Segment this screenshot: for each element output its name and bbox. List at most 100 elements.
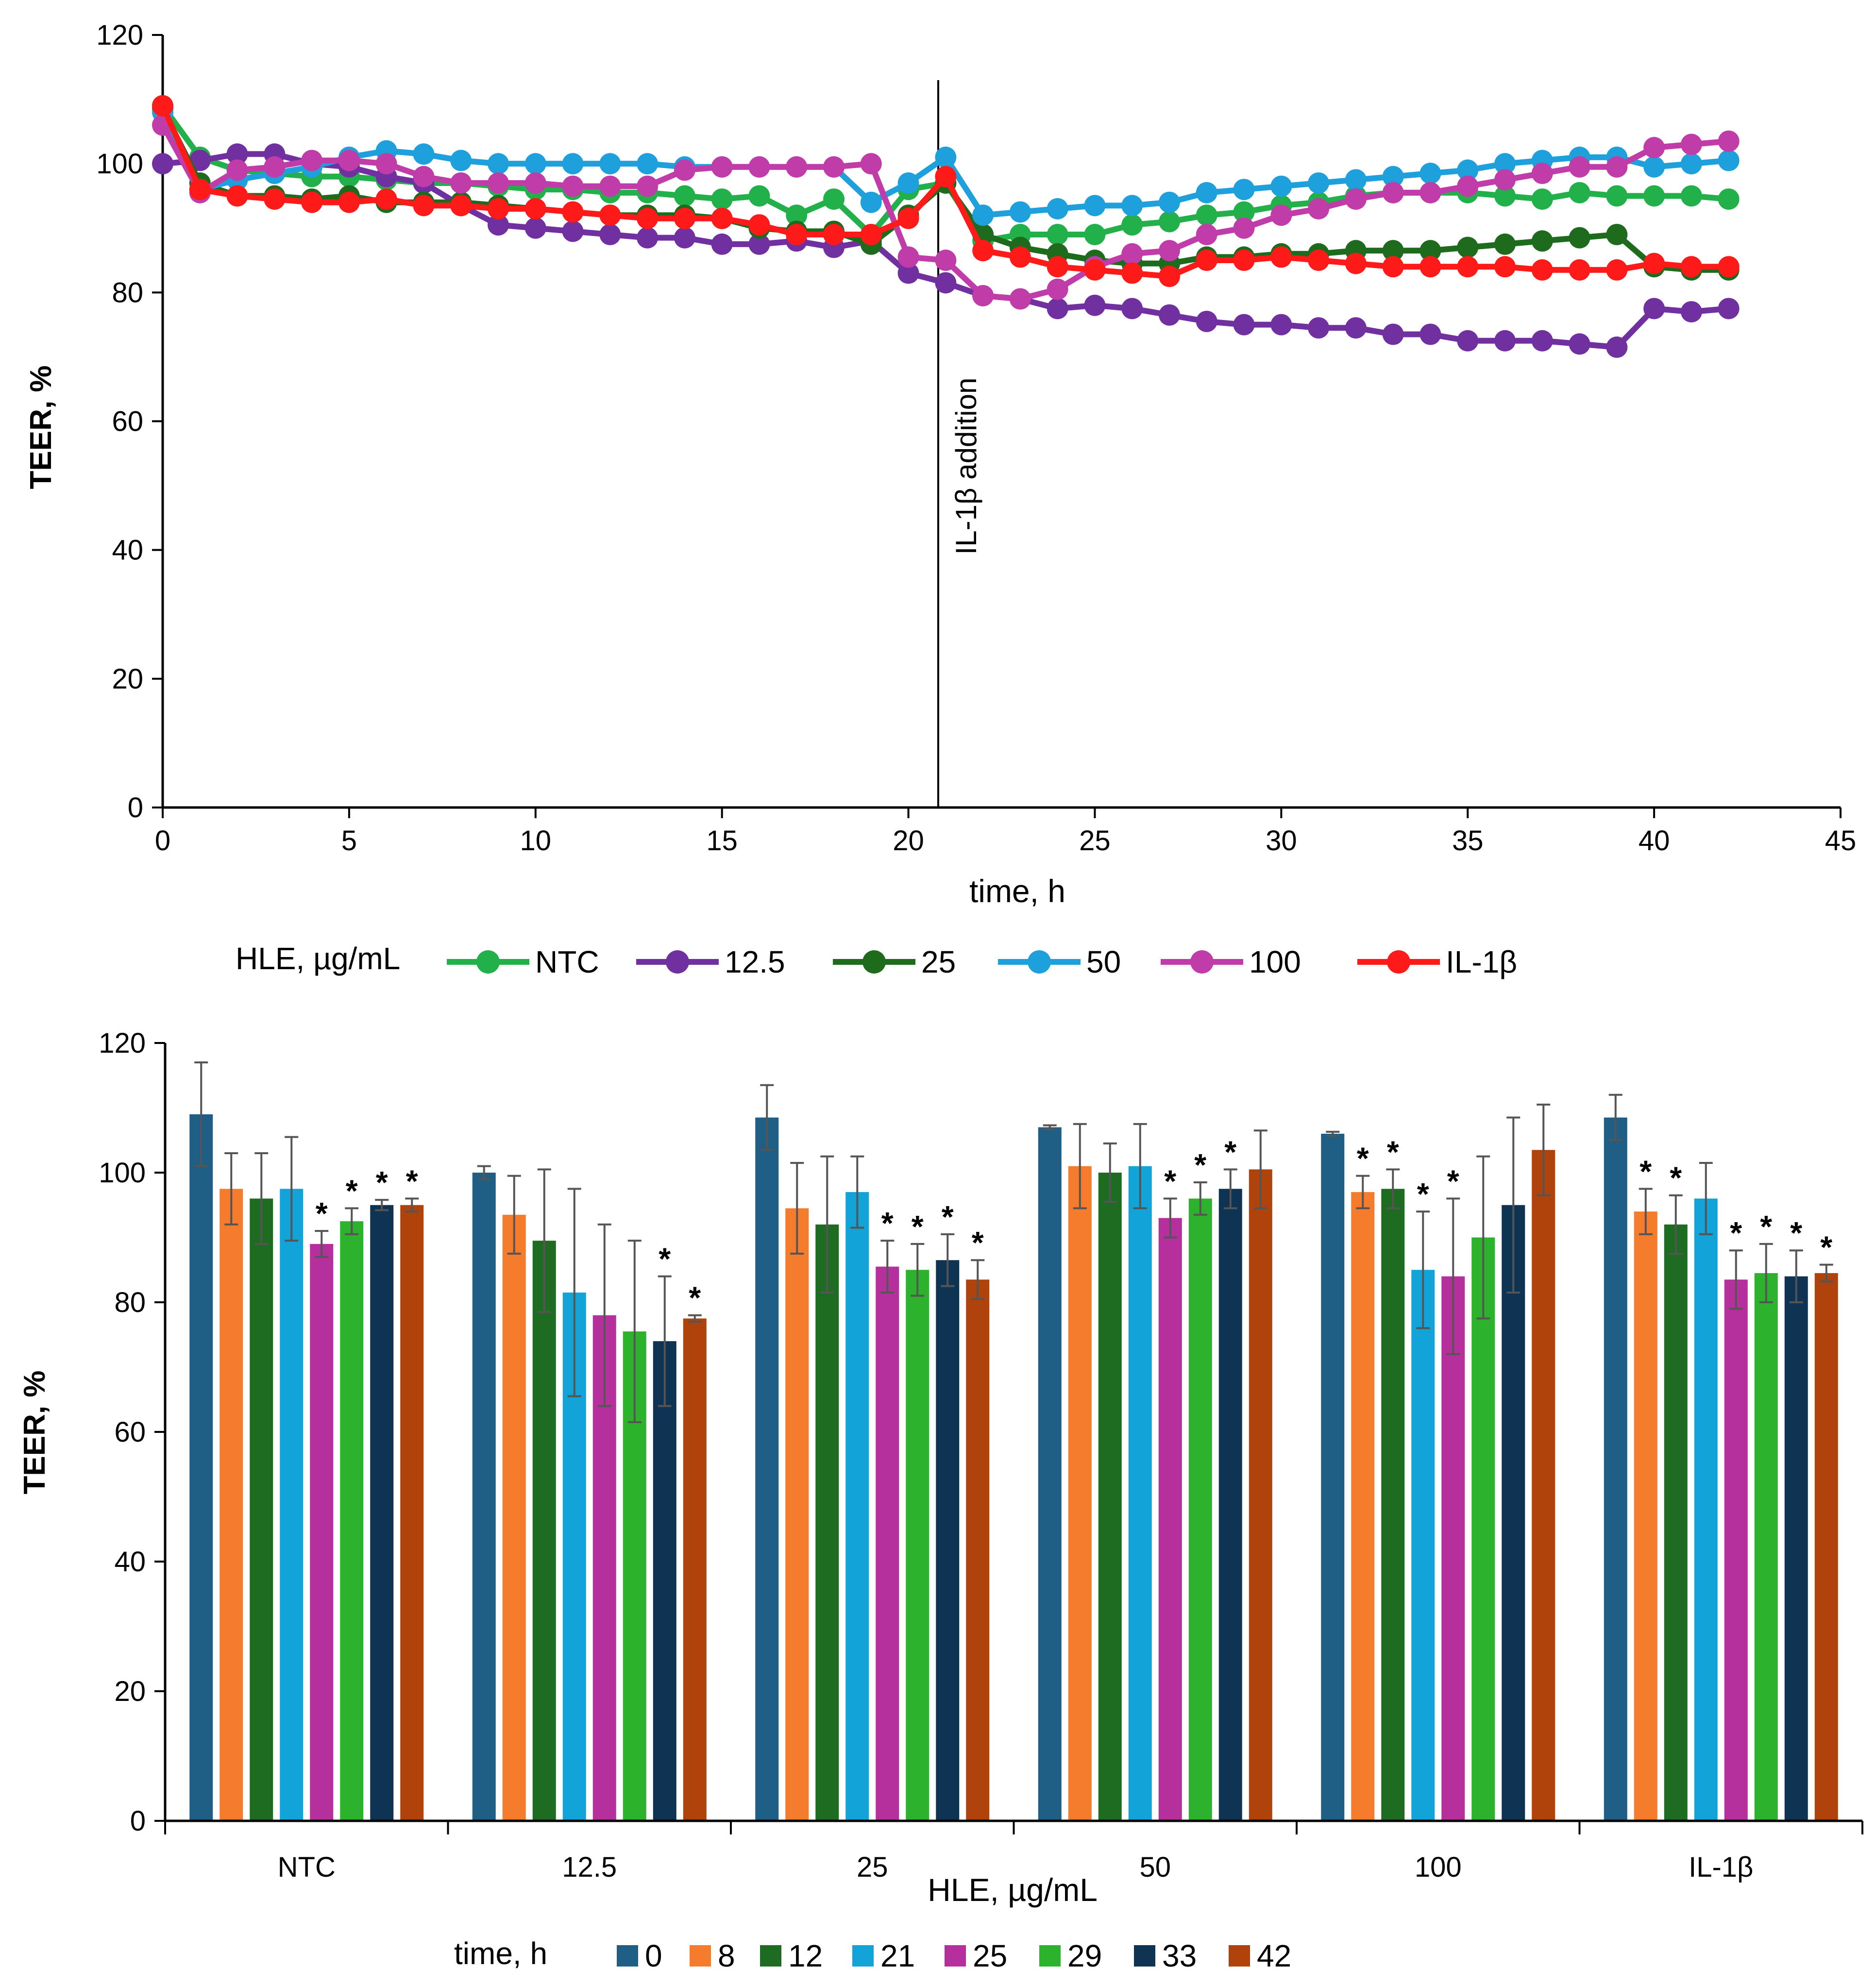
line-point-ntc-25 bbox=[1084, 224, 1106, 246]
line-chart: TEER, % 0 20 40 60 80 100 120 0 5 10 15 20 25 30 35 40… bbox=[24, 19, 1856, 979]
line-point-il-1-20 bbox=[897, 207, 919, 229]
line-point-25-37 bbox=[1531, 230, 1553, 252]
line-point-50-33 bbox=[1382, 166, 1404, 187]
bar-chart-x-axis-title: HLE, µg/mL bbox=[928, 1872, 1098, 1908]
line-point-100-30 bbox=[1270, 204, 1292, 226]
bar-legend-item-t0: 0 bbox=[617, 1938, 662, 1973]
line-y-tick-label-3: 60 bbox=[112, 406, 143, 437]
bar-y-tick-label-5: 100 bbox=[99, 1157, 146, 1189]
line-point-il-1-11 bbox=[562, 201, 584, 223]
line-point-100-12 bbox=[599, 175, 621, 197]
line-point-50-13 bbox=[637, 153, 659, 175]
significance-star-100-t21: * bbox=[1417, 1177, 1429, 1211]
bar-100-t25 bbox=[1441, 1276, 1465, 1821]
bar-il-1-t8 bbox=[1634, 1211, 1657, 1821]
line-point-il-1-9 bbox=[488, 198, 509, 219]
line-point-il-1-39 bbox=[1606, 259, 1628, 281]
significance-star-ntc-t25: * bbox=[316, 1196, 328, 1231]
bar-category-label-25: 25 bbox=[857, 1851, 888, 1883]
line-point-12-5-36 bbox=[1494, 330, 1516, 352]
line-y-tick-label-0: 0 bbox=[128, 792, 143, 824]
line-legend-item-25: 25 bbox=[833, 944, 956, 979]
line-point-100-18 bbox=[823, 156, 845, 178]
significance-star-25-t33: * bbox=[942, 1199, 954, 1234]
line-point-50-10 bbox=[524, 153, 546, 175]
line-point-12-5-40 bbox=[1643, 298, 1665, 319]
bar-legend-swatch-t25 bbox=[945, 1945, 966, 1967]
bar-50-t29 bbox=[1188, 1198, 1212, 1821]
bar-50-t8 bbox=[1068, 1166, 1092, 1821]
bar-legend-label-t12: 12 bbox=[788, 1938, 823, 1973]
bar-chart-bars: ** * **** * *** * * * ** * * ** * * * bbox=[189, 1061, 1838, 1821]
line-point-100-3 bbox=[264, 156, 286, 178]
line-legend-swatch-marker-25 bbox=[862, 950, 886, 974]
line-point-ntc-14 bbox=[674, 185, 695, 207]
bar-100-t42 bbox=[1532, 1150, 1555, 1821]
line-point-ntc-15 bbox=[711, 188, 733, 210]
line-point-12-5-33 bbox=[1382, 323, 1404, 345]
bar-legend-label-t29: 29 bbox=[1067, 1938, 1102, 1973]
bar-y-tick-label-6: 120 bbox=[99, 1027, 146, 1059]
line-point-il-1-12 bbox=[599, 204, 621, 226]
line-point-ntc-41 bbox=[1680, 185, 1702, 207]
line-chart-x-ticks: 0 5 10 15 20 25 30 35 40 45 bbox=[155, 807, 1856, 857]
line-point-100-20 bbox=[897, 246, 919, 268]
significance-star-12-5-t42: * bbox=[689, 1280, 701, 1315]
line-point-50-25 bbox=[1084, 195, 1106, 217]
line-point-il-1-37 bbox=[1531, 259, 1553, 281]
line-point-100-34 bbox=[1420, 182, 1441, 203]
line-point-100-4 bbox=[301, 150, 323, 171]
line-point-ntc-37 bbox=[1531, 188, 1553, 210]
line-chart-legend-title: HLE, µg/mL bbox=[236, 941, 400, 976]
bar-category-label-ntc: NTC bbox=[278, 1851, 336, 1883]
significance-star-25-t29: * bbox=[912, 1209, 924, 1244]
line-point-100-41 bbox=[1680, 134, 1702, 155]
significance-star-il-1-t12: * bbox=[1670, 1160, 1682, 1195]
significance-star-il-1-t8: * bbox=[1639, 1154, 1652, 1189]
significance-star-25-t25: * bbox=[881, 1206, 894, 1241]
line-point-100-2 bbox=[226, 159, 248, 181]
line-point-100-23 bbox=[1009, 288, 1031, 310]
line-point-ntc-16 bbox=[748, 185, 770, 207]
line-point-12-5-2 bbox=[226, 143, 248, 165]
line-y-tick-label-2: 40 bbox=[112, 535, 143, 566]
line-point-il-1-25 bbox=[1084, 259, 1106, 281]
line-point-50-12 bbox=[599, 153, 621, 175]
line-point-50-31 bbox=[1308, 172, 1330, 194]
line-point-100-7 bbox=[413, 166, 435, 187]
bar-ntc-t21 bbox=[280, 1189, 304, 1821]
bar-25-t33 bbox=[936, 1260, 960, 1821]
line-x-tick-label-8: 40 bbox=[1639, 825, 1670, 857]
line-point-12-5-16 bbox=[748, 233, 770, 255]
line-point-ntc-18 bbox=[823, 188, 845, 210]
line-point-50-22 bbox=[972, 204, 994, 226]
line-y-tick-label-6: 120 bbox=[96, 19, 143, 51]
significance-star-il-1-t25: * bbox=[1730, 1215, 1742, 1250]
bar-il-1-t29 bbox=[1754, 1273, 1778, 1821]
bar-y-tick-label-0: 0 bbox=[130, 1805, 146, 1837]
bar-legend-label-t0: 0 bbox=[645, 1938, 662, 1973]
bar-12-5-t8 bbox=[502, 1214, 526, 1821]
line-legend-swatch-marker-ntc bbox=[476, 950, 500, 974]
line-point-100-13 bbox=[637, 175, 659, 197]
bar-group-100: * * * * bbox=[1321, 1103, 1555, 1821]
line-point-100-21 bbox=[935, 250, 957, 271]
line-x-tick-label-3: 15 bbox=[706, 825, 738, 857]
line-legend-item-100: 100 bbox=[1161, 944, 1301, 979]
line-point-50-40 bbox=[1643, 156, 1665, 178]
line-point-50-34 bbox=[1420, 163, 1441, 185]
bar-il-1-t0 bbox=[1604, 1117, 1627, 1821]
line-point-50-41 bbox=[1680, 153, 1702, 175]
line-point-25-36 bbox=[1494, 233, 1516, 255]
bar-25-t21 bbox=[845, 1192, 869, 1821]
bar-50-t33 bbox=[1218, 1189, 1242, 1821]
line-point-100-37 bbox=[1531, 163, 1553, 185]
bar-ntc-t29 bbox=[340, 1221, 364, 1821]
significance-star-100-t8: * bbox=[1357, 1141, 1369, 1176]
bar-12-5-t33 bbox=[653, 1341, 676, 1821]
bar-12-5-t0 bbox=[472, 1173, 496, 1821]
bar-legend-swatch-t33 bbox=[1134, 1945, 1155, 1967]
line-point-100-39 bbox=[1606, 156, 1628, 178]
line-point-12-5-20 bbox=[897, 262, 919, 284]
line-point-il-1-38 bbox=[1569, 259, 1590, 281]
